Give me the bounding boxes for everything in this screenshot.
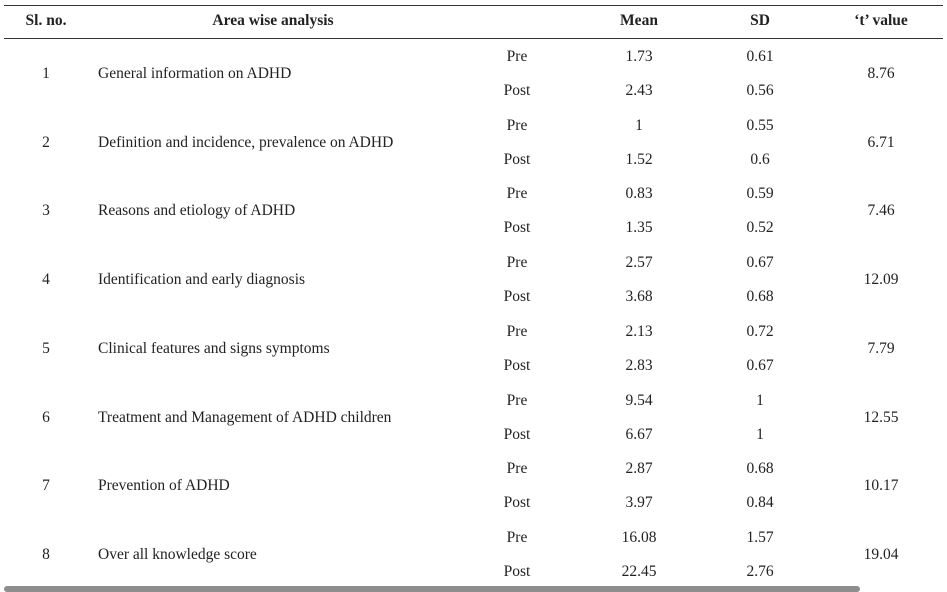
header-t-value: ‘t’ value xyxy=(854,12,908,29)
row-post-sd: 0.67 xyxy=(746,357,774,374)
row-post-mean: 3.97 xyxy=(625,494,653,511)
horizontal-scrollbar[interactable] xyxy=(4,586,860,592)
row-pre-sd: 0.59 xyxy=(746,185,774,202)
row-post-label: Post xyxy=(503,426,531,443)
row-post-label: Post xyxy=(503,151,531,168)
row-post-label: Post xyxy=(503,219,531,236)
row-post-sd: 0.68 xyxy=(746,288,774,305)
row-pre-sd: 0.55 xyxy=(746,117,774,134)
row-area: Clinical features and signs symptoms xyxy=(98,340,330,357)
row-pre-mean: 2.57 xyxy=(625,254,653,271)
row-post-label: Post xyxy=(503,494,531,511)
row-post-mean: 6.67 xyxy=(625,426,653,443)
row-pre-sd: 1 xyxy=(756,392,764,409)
row-area: Reasons and etiology of ADHD xyxy=(98,202,296,219)
row-area: Treatment and Management of ADHD childre… xyxy=(98,409,392,426)
row-post-mean: 2.83 xyxy=(625,357,653,374)
row-post-label: Post xyxy=(503,288,531,305)
row-pre-sd: 0.61 xyxy=(746,48,774,65)
row-post-mean: 22.45 xyxy=(621,563,657,580)
row-post-sd: 0.52 xyxy=(746,219,774,236)
row-post-mean: 1.52 xyxy=(625,151,653,168)
row-area: Identification and early diagnosis xyxy=(98,271,306,288)
row-post-label: Post xyxy=(503,563,531,580)
row-post-sd: 0.56 xyxy=(746,82,774,99)
row-t-value: 19.04 xyxy=(863,546,899,563)
row-pre-mean: 16.08 xyxy=(621,529,657,546)
row-pre-mean: 2.87 xyxy=(625,460,653,477)
row-sl-no: 2 xyxy=(42,134,50,151)
row-post-sd: 0.84 xyxy=(746,494,774,511)
row-area: Prevention of ADHD xyxy=(98,477,230,494)
row-sl-no: 5 xyxy=(42,340,50,357)
row-post-mean: 1.35 xyxy=(625,219,653,236)
row-pre-label: Pre xyxy=(506,117,528,134)
row-sl-no: 3 xyxy=(42,202,50,219)
header-mean: Mean xyxy=(620,12,658,29)
row-pre-sd: 0.72 xyxy=(746,323,774,340)
row-pre-label: Pre xyxy=(506,529,528,546)
header-sd: SD xyxy=(750,12,770,29)
row-t-value: 8.76 xyxy=(867,65,895,82)
row-t-value: 12.55 xyxy=(863,409,899,426)
row-sl-no: 4 xyxy=(42,271,50,288)
row-post-mean: 2.43 xyxy=(625,82,653,99)
row-t-value: 7.79 xyxy=(867,340,895,357)
row-area: General information on ADHD xyxy=(98,65,292,82)
row-t-value: 12.09 xyxy=(863,271,899,288)
row-pre-mean: 9.54 xyxy=(625,392,653,409)
header-area: Area wise analysis xyxy=(212,12,334,29)
header-sl-no: Sl. no. xyxy=(25,12,67,29)
row-post-mean: 3.68 xyxy=(625,288,653,305)
row-post-sd: 2.76 xyxy=(746,563,774,580)
row-pre-label: Pre xyxy=(506,48,528,65)
row-pre-sd: 0.67 xyxy=(746,254,774,271)
row-pre-sd: 0.68 xyxy=(746,460,774,477)
row-t-value: 7.46 xyxy=(867,202,895,219)
row-pre-label: Pre xyxy=(506,460,528,477)
row-post-label: Post xyxy=(503,357,531,374)
row-pre-label: Pre xyxy=(506,392,528,409)
row-sl-no: 8 xyxy=(42,546,50,563)
row-pre-sd: 1.57 xyxy=(746,529,774,546)
row-sl-no: 6 xyxy=(42,409,50,426)
row-pre-label: Pre xyxy=(506,185,528,202)
row-pre-label: Pre xyxy=(506,254,528,271)
row-post-sd: 1 xyxy=(756,426,764,443)
row-pre-mean: 1 xyxy=(635,117,643,134)
row-pre-mean: 1.73 xyxy=(625,48,653,65)
row-t-value: 6.71 xyxy=(867,134,895,151)
header-bottom-rule xyxy=(4,38,943,39)
row-t-value: 10.17 xyxy=(863,477,899,494)
row-area: Definition and incidence, prevalence on … xyxy=(98,134,394,151)
row-pre-mean: 2.13 xyxy=(625,323,653,340)
row-sl-no: 7 xyxy=(42,477,50,494)
row-post-sd: 0.6 xyxy=(750,151,770,168)
row-sl-no: 1 xyxy=(42,65,50,82)
row-pre-label: Pre xyxy=(506,323,528,340)
table-top-rule xyxy=(4,5,943,6)
row-pre-mean: 0.83 xyxy=(625,185,653,202)
row-area: Over all knowledge score xyxy=(98,546,257,563)
row-post-label: Post xyxy=(503,82,531,99)
